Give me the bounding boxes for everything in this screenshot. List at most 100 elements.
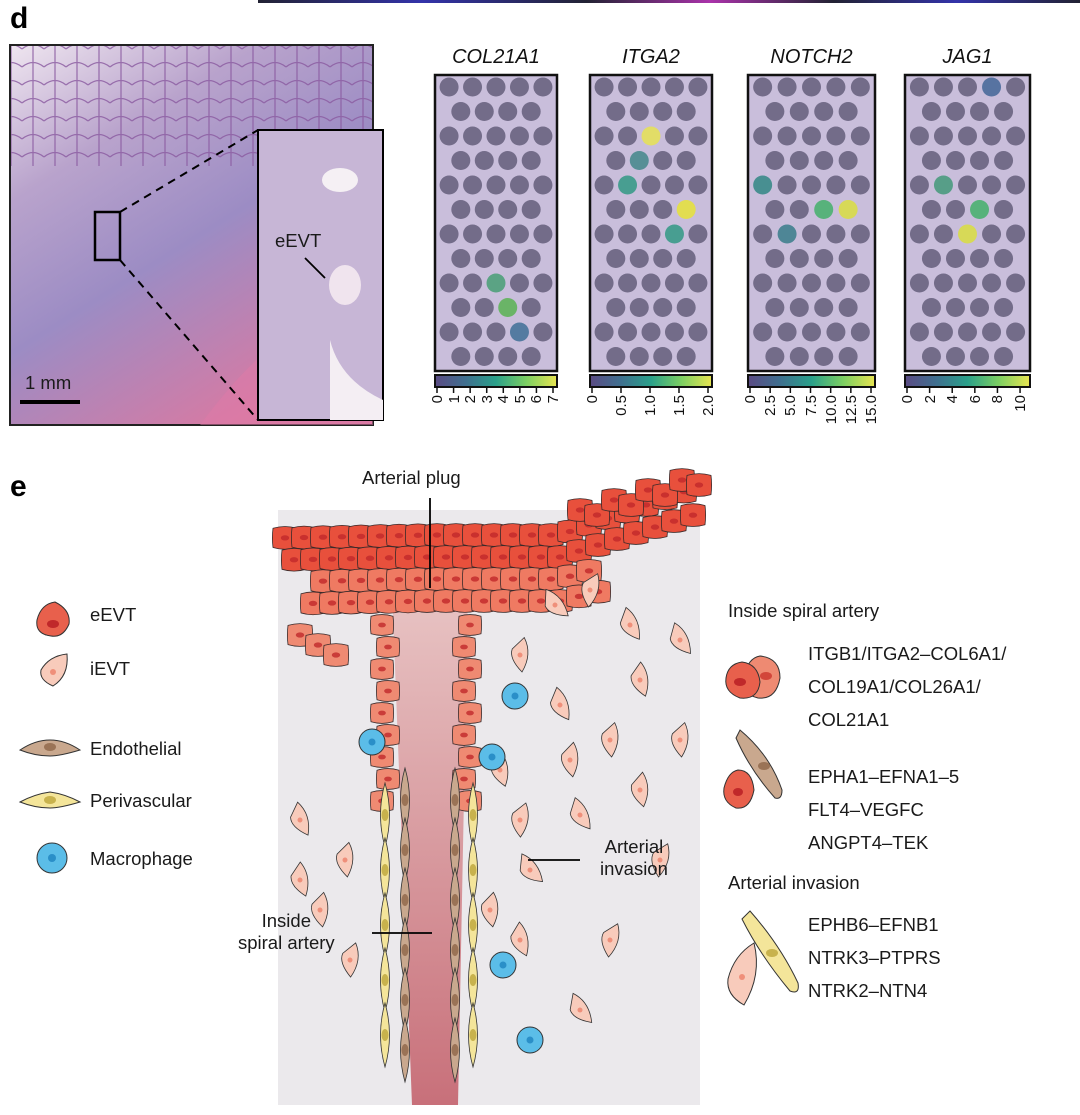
expression-spot [753, 322, 773, 342]
expression-spot [486, 77, 506, 97]
expression-spot [521, 298, 541, 317]
gene-title: JAG1 [942, 46, 993, 68]
endothelial-cell [400, 966, 410, 1034]
expression-spot [664, 126, 684, 146]
eevt-cell-icon [36, 601, 70, 637]
expression-spot [765, 249, 785, 268]
expression-spot [765, 200, 785, 219]
ievt-cell [569, 797, 591, 830]
ievt-cell [669, 622, 691, 654]
colorbar-tick-label: 0 [899, 395, 916, 404]
expression-spot [909, 273, 929, 293]
ievt-cell [651, 843, 670, 878]
expression-spot [653, 200, 673, 219]
expression-spot [945, 200, 965, 219]
expression-spot [498, 249, 518, 268]
expression-spot [921, 249, 941, 268]
interaction-pair: EPHA1–EFNA1–5 [808, 766, 960, 787]
expression-spot [463, 175, 483, 195]
interaction-pair: ANGPT4–TEK [808, 832, 929, 853]
expression-spot [486, 126, 506, 146]
expression-spot [777, 175, 797, 195]
expression-spot [451, 151, 471, 170]
eevt-cell [376, 636, 400, 658]
expression-spot [789, 102, 809, 121]
colorbar-tick-label: 7.5 [802, 395, 820, 416]
spatial-spot-panel [746, 73, 877, 393]
expression-spot [533, 126, 553, 146]
interaction-pair: FLT4–VEGFC [808, 799, 924, 820]
expression-spot [664, 77, 684, 97]
expression-spot [594, 126, 614, 146]
expression-spot [838, 151, 858, 170]
expression-spot [594, 175, 614, 195]
expression-spot [594, 77, 614, 97]
expression-spot [753, 126, 773, 146]
expression-spot [594, 224, 614, 244]
expression-spot [765, 298, 785, 317]
expression-spot [789, 298, 809, 317]
expression-spot [606, 200, 626, 219]
expression-spot [814, 102, 834, 121]
expression-spot [618, 322, 638, 342]
expression-spot [850, 224, 870, 244]
expression-spot [933, 126, 953, 146]
expression-spot [688, 322, 708, 342]
eevt-cell [370, 658, 394, 680]
colorbar-tick-label: 6 [966, 395, 984, 404]
expression-spot [933, 273, 953, 293]
expression-spot [521, 102, 541, 121]
expression-spot [533, 175, 553, 195]
expression-spot [474, 151, 494, 170]
expression-spot [753, 175, 773, 195]
legend-label-ievt: iEVT [90, 658, 131, 679]
endothelial-cell [450, 816, 460, 884]
colorbar-tick-label: 10.0 [822, 395, 840, 425]
eevt-cell [376, 680, 400, 702]
label-line: spiral artery [238, 932, 335, 953]
expression-spot [641, 322, 661, 342]
expression-spot [838, 298, 858, 317]
expression-spot [509, 126, 529, 146]
cell-type-legend-icons [18, 601, 82, 874]
colorbar-tick-label: 4 [495, 395, 513, 404]
expression-spot [777, 273, 797, 293]
expression-spot [653, 347, 673, 366]
interaction-pair: ITGB1/ITGA2–COL6A1/ [808, 643, 1007, 664]
ievt-cell [481, 891, 499, 928]
colorbar-tick-label: 6 [528, 395, 546, 404]
expression-spot [838, 200, 858, 219]
expression-spot [676, 200, 696, 219]
expression-spot [474, 347, 494, 366]
expression-spot [664, 175, 684, 195]
eevt-cell [452, 724, 476, 746]
expression-spot [921, 347, 941, 366]
eevt-pair-icon [725, 655, 781, 699]
expression-spot [533, 77, 553, 97]
expression-spot [1006, 77, 1026, 97]
eevt-cell [370, 702, 394, 724]
colorbar-tick-label: 2 [921, 395, 939, 404]
artery-lumen [392, 590, 468, 1105]
expression-spot [618, 175, 638, 195]
expression-spot [921, 151, 941, 170]
colorbar-tick-label: 12.5 [842, 395, 860, 425]
colorbar-tick-label: 0.5 [613, 395, 630, 416]
expression-spot [463, 273, 483, 293]
macrophage-cell [489, 951, 517, 979]
expression-spot [850, 322, 870, 342]
expression-spot [814, 200, 834, 219]
eevt-cell [458, 746, 482, 768]
expression-spot [933, 77, 953, 97]
expression-spot [629, 151, 649, 170]
expression-spot [753, 224, 773, 244]
expression-spot [850, 77, 870, 97]
expression-spot [958, 175, 977, 195]
endothelial-cell [450, 966, 460, 1034]
expression-spot [641, 175, 661, 195]
perivascular-cell [468, 891, 478, 959]
label-arterial-invasion: Arterial invasion [600, 836, 668, 880]
ievt-cell [581, 573, 600, 608]
expression-spot [753, 77, 773, 97]
expression-spot [958, 77, 977, 97]
